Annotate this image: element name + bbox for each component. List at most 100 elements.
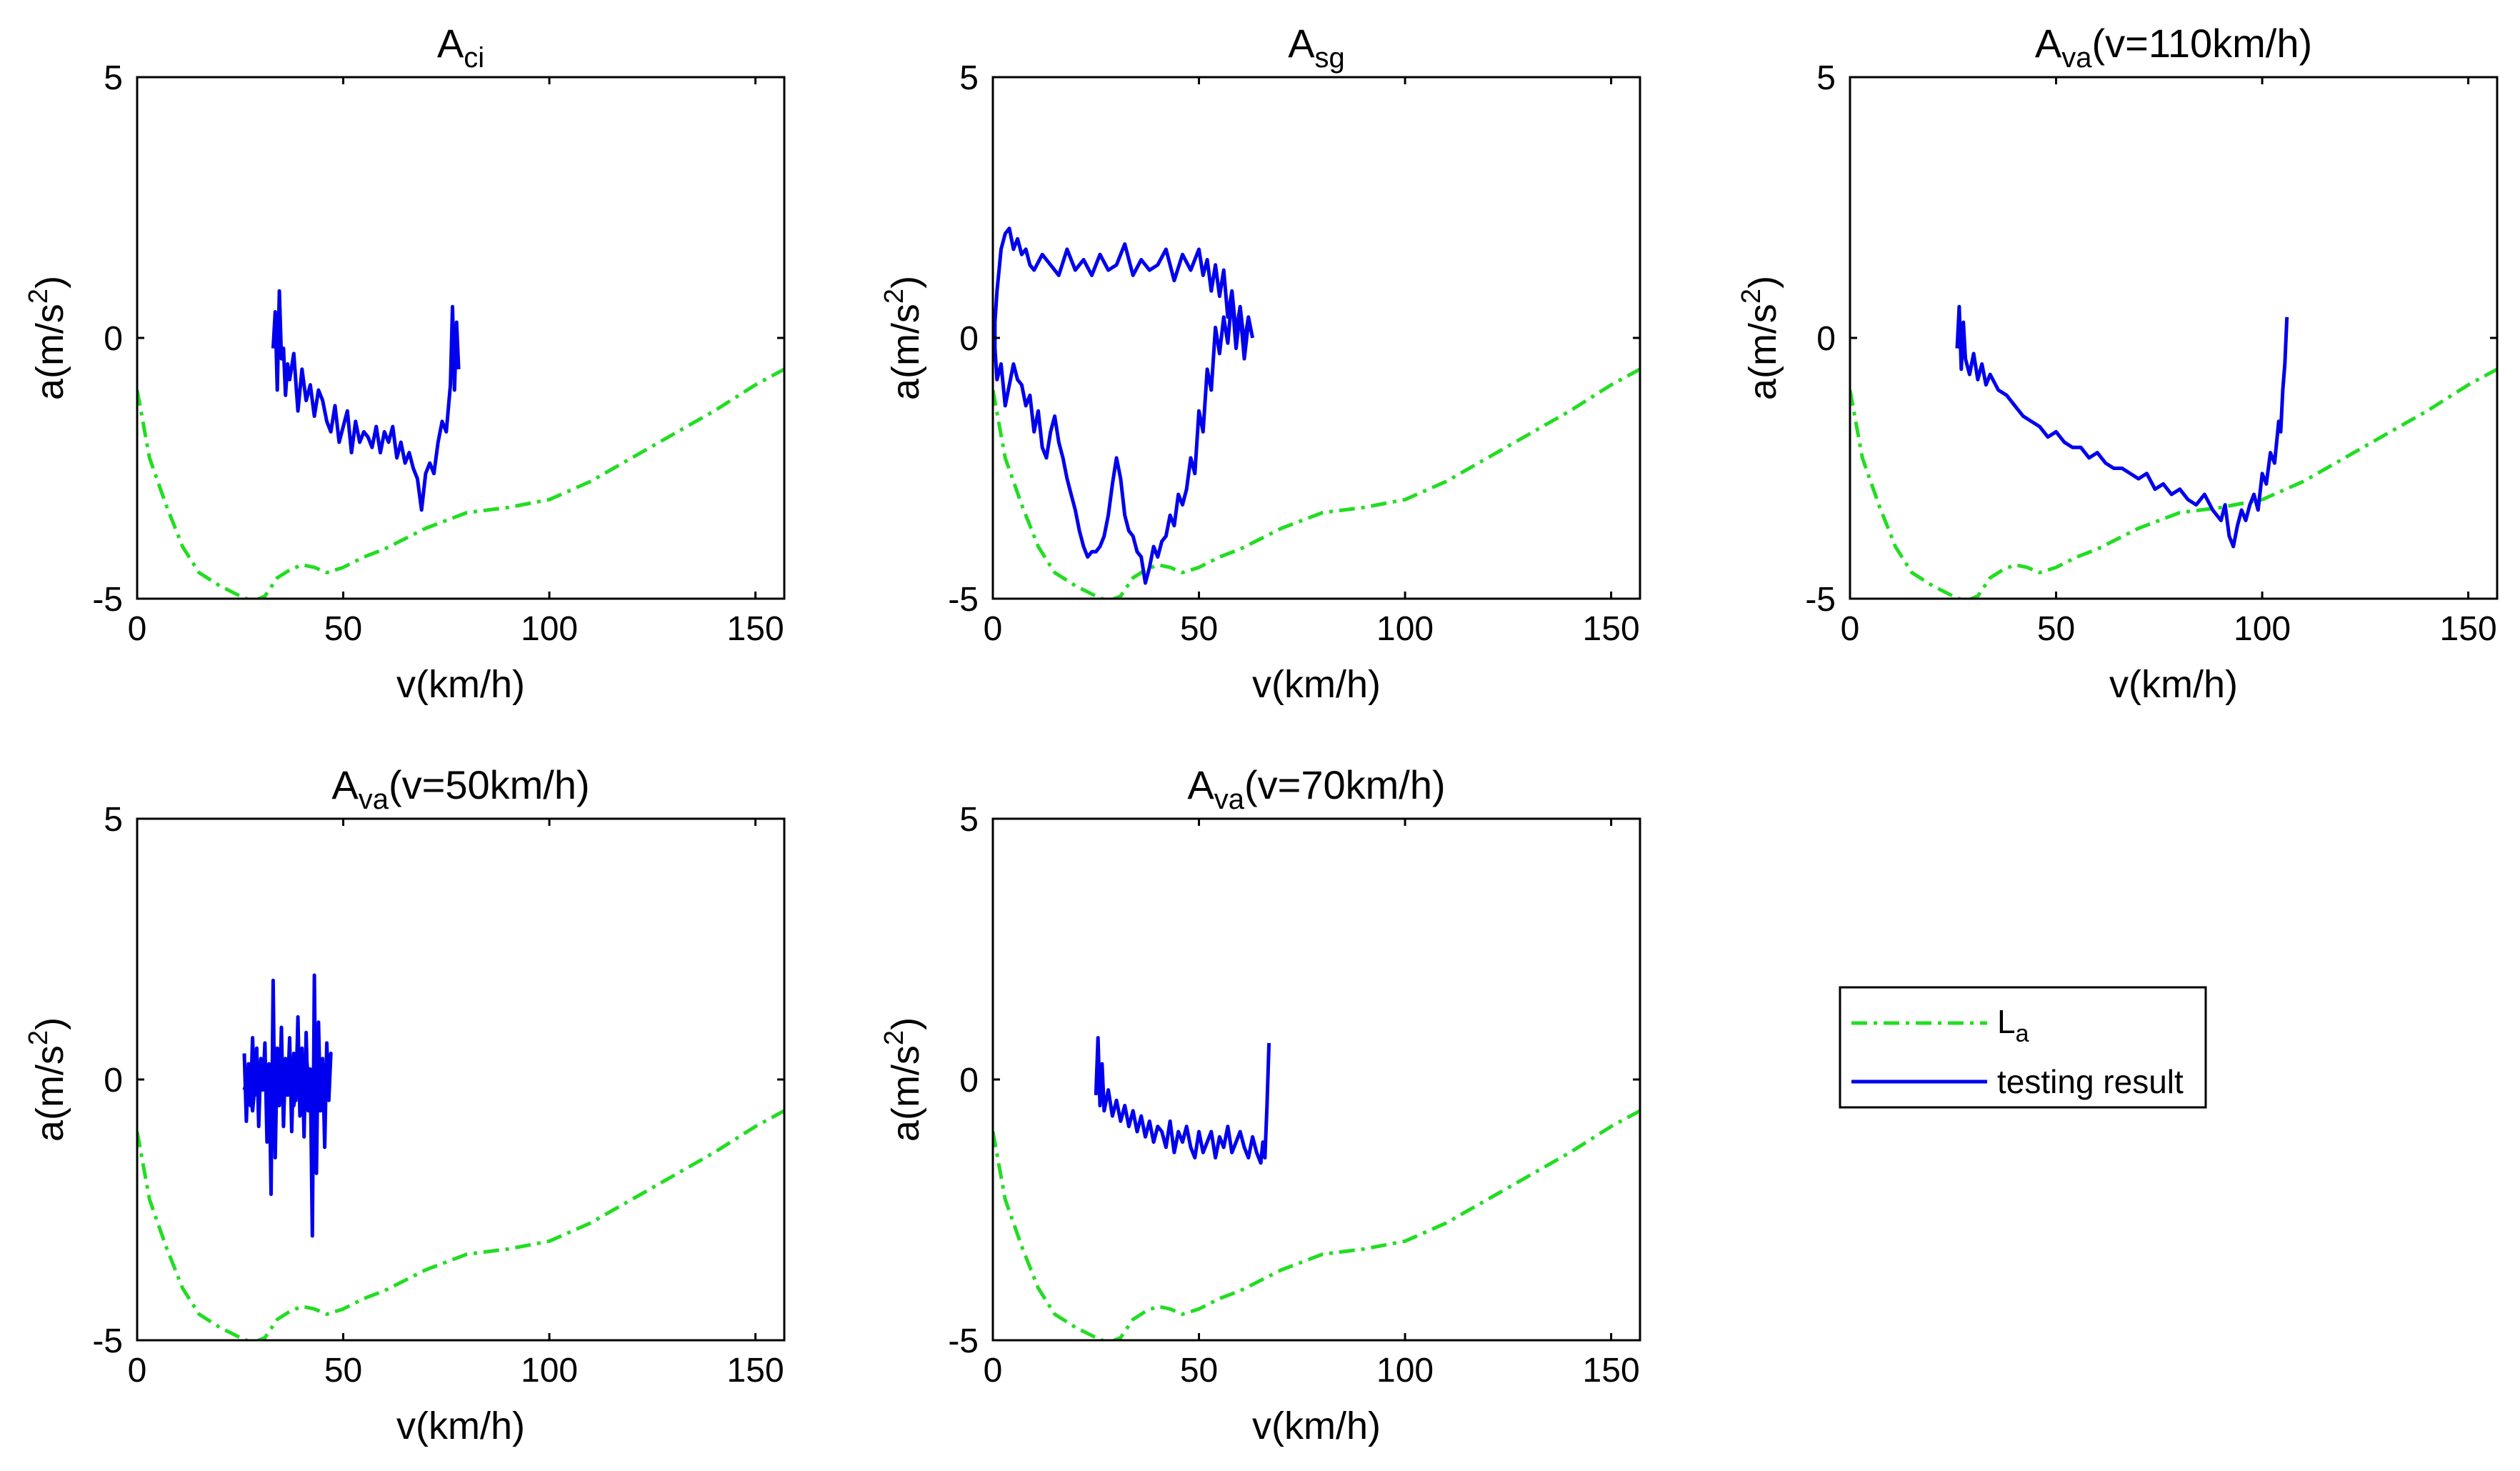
x-tick-label-1-0: 0 [128,610,147,648]
y-axis-label-sup-2: 2 [879,289,909,304]
x-tick-label-2-50: 50 [1180,610,1218,648]
y-tick-label-1-0: 0 [104,320,123,358]
y-tick-label-2-0: 0 [959,320,979,358]
x-axis-label-2: v(km/h) [1252,663,1381,706]
x-tick-label-4-0: 0 [128,1352,147,1390]
subplot-title-1: Aci [437,21,484,74]
legend-box [1839,986,2207,1109]
plot-area-2 [993,77,1640,599]
y-tick-label-1--5: -5 [92,581,123,619]
legend: La testing result [1839,986,2207,1109]
y-axis-label-main-1: a(m/s [29,304,71,400]
x-tick-label-5-150: 150 [1583,1352,1640,1390]
x-tick-label-2-100: 100 [1376,610,1434,648]
subplot-title-main-2: A [1288,21,1315,66]
subplot-title-sub-1: ci [464,42,484,74]
y-tick-label-2--5: -5 [948,581,979,619]
subplot-title-rest-3: (v=110km/h) [2091,21,2312,66]
y-tick-label-3-5: 5 [1816,59,1836,97]
x-axis-label-1: v(km/h) [396,663,525,706]
legend-label-la-main: L [1997,1003,2016,1040]
y-axis-label-main-2: a(m/s [884,304,927,400]
y-axis-label-end-1: ) [29,276,71,289]
y-tick-label-3-0: 0 [1816,320,1836,358]
x-tick-label-5-0: 0 [984,1352,1003,1390]
y-axis-label-sup-4: 2 [24,1030,54,1045]
x-tick-label-4-50: 50 [324,1352,362,1390]
series-testing-result-line-5 [1094,1036,1271,1165]
subplot-title-5: Ava(v=70km/h) [1187,762,1445,815]
series-testing-result-line-3 [1955,304,2289,549]
y-axis-label-main-3: a(m/s [1741,304,1784,400]
series-testing-result-line-1 [271,289,461,512]
subplot-title-rest-4: (v=50km/h) [389,762,590,807]
subplot-title-sub-4: va [359,784,389,815]
x-tick-label-1-150: 150 [727,610,784,648]
y-tick-label-5-0: 0 [959,1062,979,1099]
subplot-title-sub-5: va [1214,784,1245,815]
series-la-line-3 [1850,367,2497,599]
x-tick-label-5-50: 50 [1180,1352,1218,1390]
x-tick-label-1-50: 50 [324,610,362,648]
x-axis-label-4: v(km/h) [396,1405,525,1447]
y-tick-label-5--5: -5 [948,1322,979,1360]
x-tick-label-2-0: 0 [984,610,1003,648]
y-axis-label-2: a(m/s2) [879,276,927,400]
subplot-title-rest-5: (v=70km/h) [1244,762,1446,807]
legend-label-la-sub: a [2016,1020,2029,1047]
x-tick-label-5-100: 100 [1376,1352,1434,1390]
legend-label-testing-result: testing result [1997,1063,2184,1100]
x-tick-label-4-100: 100 [521,1352,578,1390]
subplot-title-main-3: A [2035,21,2062,66]
x-tick-label-3-50: 50 [2037,610,2075,648]
y-axis-label-main-4: a(m/s [29,1045,71,1142]
subplot-title-2: Asg [1288,21,1345,74]
y-tick-label-5-5: 5 [959,801,979,839]
y-axis-label-sup-3: 2 [1736,289,1766,304]
series-la-line-2 [993,367,1640,599]
y-axis-label-sup-1: 2 [24,289,54,304]
plot-area-1 [137,77,784,599]
subplot-title-sub-3: va [2061,42,2092,74]
legend-label-la: La [1997,1003,2029,1047]
y-axis-label-4: a(m/s2) [24,1017,71,1142]
y-axis-label-1: a(m/s2) [24,276,71,400]
series-la-line-5 [993,1109,1640,1340]
y-tick-label-4-5: 5 [104,801,123,839]
y-axis-label-end-5: ) [884,1017,927,1030]
x-axis-label-3: v(km/h) [2109,663,2238,706]
y-tick-label-4-0: 0 [104,1062,123,1099]
subplot-title-4: Ava(v=50km/h) [331,762,589,815]
x-tick-label-4-150: 150 [727,1352,784,1390]
subplot-title-main-1: A [437,21,464,66]
series-la-line-1 [137,367,784,599]
x-tick-label-3-0: 0 [1841,610,1860,648]
x-tick-label-3-100: 100 [2234,610,2291,648]
y-axis-label-end-4: ) [29,1017,71,1030]
y-tick-label-3--5: -5 [1805,581,1836,619]
y-axis-label-5: a(m/s2) [879,1017,927,1142]
x-tick-label-2-150: 150 [1583,610,1640,648]
series-la-line-4 [137,1109,784,1340]
x-tick-label-3-150: 150 [2440,610,2497,648]
subplot-title-sub-2: sg [1315,42,1345,74]
y-axis-label-sup-5: 2 [879,1030,909,1045]
plot-area-4 [137,819,784,1340]
y-axis-label-main-5: a(m/s [884,1045,927,1142]
y-tick-label-4--5: -5 [92,1322,123,1360]
x-tick-label-1-100: 100 [521,610,578,648]
y-axis-label-3: a(m/s2) [1736,276,1784,400]
subplot-title-main-5: A [1187,762,1214,807]
subplot-title-main-4: A [331,762,359,807]
x-axis-label-5: v(km/h) [1252,1405,1381,1447]
y-tick-label-1-5: 5 [104,59,123,97]
y-tick-label-2-5: 5 [959,59,979,97]
subplot-3: 0 50 100 150-505v(km/h)a(m/s2)Ava(v=110km/h… [1736,21,2499,706]
subplot-title-3: Ava(v=110km/h) [2035,21,2312,74]
plot-area-3 [1850,77,2497,599]
